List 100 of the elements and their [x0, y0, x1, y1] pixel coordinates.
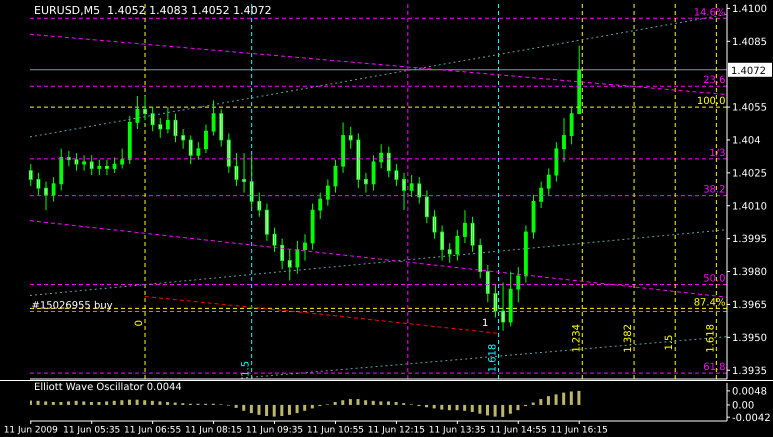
bar: [288, 404, 291, 415]
x-tick-label: 11 Jun 13:35: [428, 425, 486, 436]
annotation: 1.618: [487, 344, 498, 372]
bar: [501, 404, 504, 417]
bar: [105, 401, 108, 405]
bar: [82, 401, 86, 405]
y-tick-label: 1.4010: [732, 201, 767, 212]
bar: [120, 400, 124, 405]
bar: [562, 392, 566, 405]
bar: [425, 404, 428, 408]
bar: [128, 400, 131, 405]
bar: [379, 401, 382, 405]
x-tick-label: 11 Jun 14:55: [490, 425, 547, 436]
bar: [440, 404, 444, 410]
y-tick-label: 1.4100: [732, 4, 767, 15]
bar: [30, 400, 32, 405]
bar: [112, 400, 116, 405]
bar: [36, 400, 40, 405]
bar: [90, 402, 93, 405]
bar: [265, 404, 268, 416]
bar: [280, 404, 284, 416]
bar: [272, 404, 276, 417]
bar: [546, 396, 550, 405]
bar: [59, 402, 62, 405]
bar: [486, 404, 489, 416]
y-tick-label: 1.3950: [732, 332, 767, 344]
bar: [310, 404, 314, 408]
bar: [158, 401, 162, 405]
bar: [386, 401, 390, 405]
bar: [242, 404, 246, 411]
bar: [516, 404, 520, 410]
bar: [539, 399, 542, 405]
bar: [296, 404, 299, 414]
bar: [44, 401, 48, 405]
bar: [348, 399, 352, 405]
bar: [234, 404, 238, 408]
y-tick-label: 1.3980: [732, 267, 767, 278]
y-tick-label: 1.3995: [732, 234, 767, 246]
bar: [456, 404, 459, 410]
chart-title: EURUSD,M5 1.4052 1.4083 1.4052 1.4072: [34, 4, 272, 17]
y-tick-label: 1.4055: [732, 102, 767, 114]
x-tick-label: 11 Jun 16:15: [550, 425, 608, 436]
x-tick-label: 11 Jun 2009: [4, 425, 58, 436]
x-tick-label: 11 Jun 06:55: [124, 425, 182, 436]
annotation: 1.234: [571, 324, 582, 353]
annotation: 1.5: [664, 334, 676, 350]
bar: [448, 404, 451, 410]
annotation: 50.0: [703, 273, 726, 284]
bar: [432, 404, 436, 408]
bar: [508, 404, 512, 414]
bar: [74, 400, 78, 405]
bar: [463, 404, 466, 411]
annotation: 1.382: [623, 324, 634, 353]
x-tick-label: 11 Jun 08:15: [184, 425, 242, 436]
ref-line-label: 1.4072: [731, 66, 766, 77]
bar: [470, 404, 474, 412]
y-tick-label: 1.3935: [732, 366, 767, 377]
x-tick-label: 11 Jun 10:55: [306, 425, 364, 436]
bar: [372, 400, 375, 405]
bar: [394, 402, 398, 405]
bar: [67, 401, 70, 405]
bar: [250, 404, 253, 414]
annotation: 1.618: [705, 324, 716, 353]
bar: [478, 404, 482, 414]
bar: [166, 402, 170, 405]
bar: [52, 402, 55, 405]
y-tick-label: 1.4025: [732, 168, 767, 180]
y-tick-label: 1.404: [732, 136, 761, 147]
bar: [98, 402, 101, 405]
annotation: 0: [134, 320, 146, 326]
annotation: 38.2: [703, 184, 726, 196]
bar: [356, 399, 360, 405]
annotation: 1.5: [240, 360, 252, 377]
x-tick-label: 11 Jun 05:35: [63, 425, 120, 436]
bar: [143, 400, 146, 405]
bar: [136, 400, 139, 405]
annotation: 100.0: [696, 96, 726, 108]
y-tick-label: 1.4085: [732, 36, 767, 48]
y-tick-label: -0.0042: [732, 412, 771, 424]
bar: [150, 400, 154, 405]
bar: [494, 404, 497, 417]
y-tick-label: 0.00: [732, 400, 754, 412]
x-tick-label: 11 Jun 12:15: [368, 425, 425, 436]
x-tick-label: 11 Jun 09:35: [246, 425, 304, 436]
annotation: 1: [482, 318, 488, 329]
bar: [364, 400, 368, 405]
annotation: #15026955 buy: [32, 300, 113, 312]
bar: [334, 402, 337, 405]
bar: [341, 400, 344, 405]
y-tick-label: 0.0048: [732, 386, 767, 398]
annotation: 87.4%: [694, 297, 726, 308]
y-tick-label: 1.3965: [732, 300, 767, 311]
chart-title: Elliott Wave Oscillator 0.0044: [34, 382, 182, 393]
bar: [554, 394, 558, 405]
annotation: 61.8: [703, 362, 726, 374]
annotation: 1/3: [709, 148, 726, 159]
bar: [257, 404, 260, 415]
annotation: 23.6: [703, 75, 726, 86]
bar: [570, 391, 573, 405]
bar: [303, 404, 306, 411]
